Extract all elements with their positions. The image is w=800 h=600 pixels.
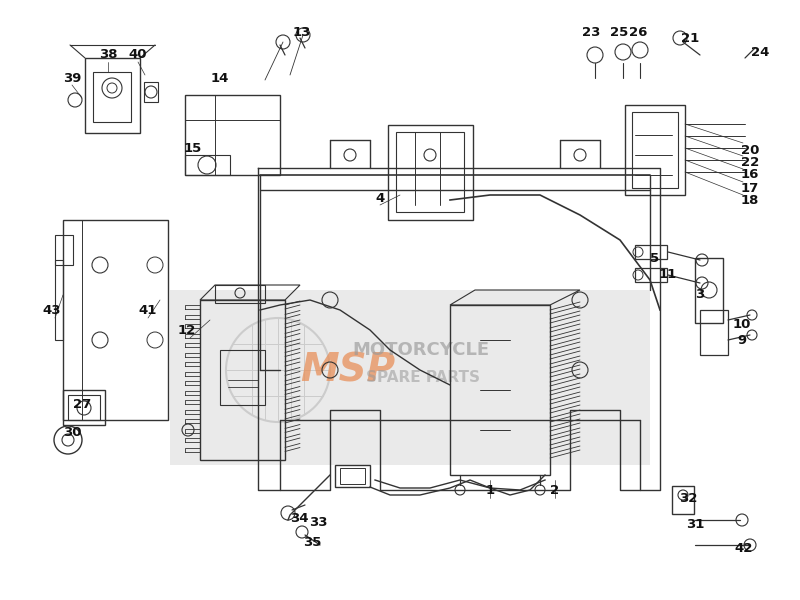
- Text: 34: 34: [290, 511, 308, 524]
- Text: SPARE PARTS: SPARE PARTS: [366, 370, 480, 385]
- Text: 27: 27: [73, 398, 91, 412]
- Text: 43: 43: [42, 304, 62, 317]
- Bar: [625, 105, 685, 195]
- Text: 23: 23: [582, 25, 600, 38]
- Bar: [93, 72, 131, 122]
- Text: 4: 4: [375, 191, 385, 205]
- Bar: [388, 125, 473, 220]
- Bar: [63, 220, 168, 420]
- Text: 16: 16: [741, 169, 759, 181]
- Bar: [672, 486, 694, 514]
- Bar: [200, 300, 285, 460]
- Bar: [700, 310, 728, 355]
- Text: 40: 40: [129, 49, 147, 61]
- Text: 31: 31: [686, 518, 704, 532]
- Bar: [335, 465, 370, 487]
- Text: 38: 38: [98, 49, 118, 61]
- Bar: [63, 390, 105, 425]
- Text: 17: 17: [741, 181, 759, 194]
- Text: 14: 14: [211, 71, 229, 85]
- Text: 21: 21: [681, 31, 699, 44]
- Text: 3: 3: [695, 289, 705, 301]
- Text: 11: 11: [659, 269, 677, 281]
- Text: 22: 22: [741, 157, 759, 169]
- Bar: [695, 258, 723, 323]
- Text: 35: 35: [303, 536, 321, 550]
- Text: 18: 18: [741, 193, 759, 206]
- Bar: [144, 82, 158, 102]
- Text: 12: 12: [178, 323, 196, 337]
- Text: 32: 32: [679, 491, 697, 505]
- Text: 9: 9: [738, 334, 746, 346]
- Bar: [85, 58, 140, 133]
- Bar: [635, 268, 667, 282]
- Bar: [220, 350, 265, 405]
- Text: 13: 13: [293, 25, 311, 38]
- Text: 42: 42: [735, 541, 753, 554]
- Text: 1: 1: [486, 484, 494, 497]
- Bar: [185, 95, 280, 175]
- Bar: [632, 112, 678, 188]
- Bar: [340, 468, 365, 484]
- Text: 5: 5: [650, 251, 659, 265]
- Text: MOTORCYCLE: MOTORCYCLE: [352, 341, 489, 359]
- Bar: [215, 285, 265, 303]
- Text: 39: 39: [63, 71, 81, 85]
- Text: 30: 30: [62, 425, 82, 439]
- Text: 20: 20: [741, 143, 759, 157]
- Text: 10: 10: [733, 319, 751, 331]
- Text: 41: 41: [139, 304, 157, 317]
- Bar: [55, 260, 63, 340]
- Text: 25: 25: [610, 25, 628, 38]
- Text: 33: 33: [309, 517, 327, 529]
- Text: 26: 26: [629, 25, 647, 38]
- Bar: [55, 235, 73, 265]
- Bar: [396, 132, 464, 212]
- Bar: [635, 245, 667, 259]
- Text: MSP: MSP: [300, 351, 395, 389]
- Text: 24: 24: [751, 46, 769, 58]
- Text: 2: 2: [550, 484, 559, 497]
- Bar: [68, 395, 100, 420]
- Bar: [450, 305, 550, 475]
- Text: 15: 15: [184, 142, 202, 154]
- Bar: [170, 290, 650, 465]
